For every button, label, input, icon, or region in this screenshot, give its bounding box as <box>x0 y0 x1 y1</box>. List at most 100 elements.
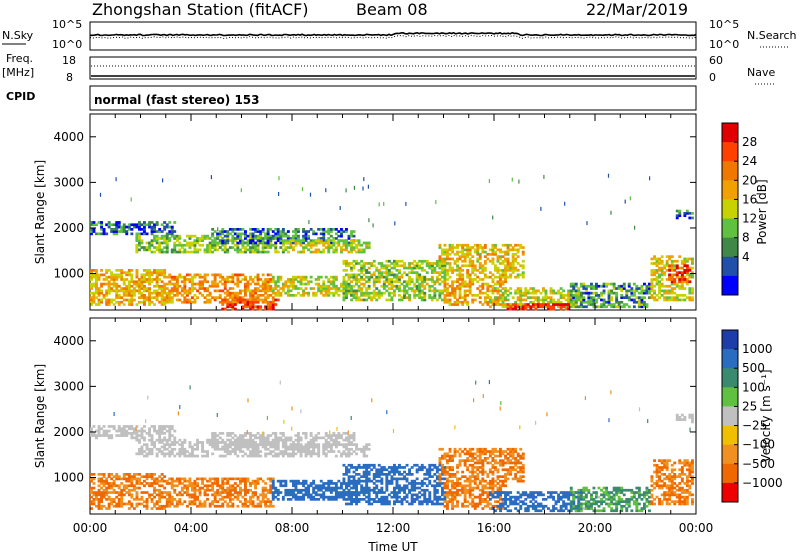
velocity-cell-6 <box>352 498 356 501</box>
power-cell-13 <box>605 305 608 309</box>
power-cell-8 <box>428 287 432 290</box>
power-cell-1 <box>186 250 189 254</box>
power-cell-4 <box>95 287 98 290</box>
power-cell-8 <box>413 291 417 295</box>
power-cell-14 <box>668 284 672 288</box>
velocity-cell-7 <box>347 468 351 472</box>
power-cell-2 <box>233 237 237 240</box>
velocity-cell-5 <box>165 502 169 506</box>
velocity-cell-7 <box>342 498 346 501</box>
power-cell-4 <box>163 291 167 295</box>
power-cell-15 <box>688 269 692 272</box>
power-cell-7 <box>317 275 321 279</box>
power-cell-7 <box>281 284 285 288</box>
velocity-cell-1 <box>266 452 270 456</box>
velocity-cell-5 <box>216 477 220 481</box>
power-cell-7 <box>307 291 310 295</box>
power-cell-8 <box>438 294 442 297</box>
power-cell-5 <box>266 296 270 299</box>
velocity-cell-5 <box>244 482 247 485</box>
power-cell-9 <box>461 273 465 277</box>
velocity-cell-5 <box>256 504 260 508</box>
power-cell-2 <box>213 241 217 245</box>
velocity-cell-5 <box>223 495 227 499</box>
power-cell-6 <box>271 307 275 311</box>
power-cell-13 <box>630 287 634 290</box>
velocity-cell-5 <box>221 491 225 494</box>
power-cell-8 <box>433 280 437 284</box>
power-cell-5 <box>221 275 225 279</box>
power-cell-10 <box>451 291 454 295</box>
power-cell-11 <box>496 287 500 290</box>
power-cell-1 <box>216 243 220 247</box>
velocity-cell-1 <box>274 447 278 451</box>
power-cell-1 <box>138 248 141 252</box>
velocity-cell-3 <box>362 447 366 451</box>
power-cell-0 <box>107 221 111 224</box>
power-cell-0 <box>117 223 121 227</box>
velocity-cell-5 <box>236 504 240 508</box>
power-cell-8 <box>372 282 376 286</box>
velocity-cell-7 <box>377 479 381 483</box>
power-cell-8 <box>355 296 358 299</box>
power-cell-5 <box>213 280 217 284</box>
power-cell-14 <box>650 287 654 290</box>
velocity-cell-5 <box>183 500 187 503</box>
velocity-cell-5 <box>241 477 245 481</box>
power-cell-5 <box>266 273 270 277</box>
power-cell-9 <box>506 262 510 265</box>
power-cell-10 <box>483 282 487 286</box>
velocity-cell-3 <box>367 447 371 451</box>
power-cell-13 <box>584 289 588 293</box>
power-cell-4 <box>110 287 114 290</box>
velocity-cell-1 <box>236 441 240 444</box>
velocity-cell-2 <box>239 436 242 440</box>
velocity-cell-6 <box>332 486 336 490</box>
power-cell-11 <box>559 294 563 297</box>
velocity-cell-6 <box>327 484 331 488</box>
velocity-cell-2 <box>347 436 351 440</box>
velocity-cell-5 <box>221 479 225 483</box>
power-cell-10 <box>491 289 495 293</box>
power-cell-6 <box>228 303 232 306</box>
velocity-cell-0 <box>122 425 126 428</box>
power-cell-9 <box>468 275 472 279</box>
velocity-cell-6 <box>292 491 295 494</box>
power-cell-2 <box>329 228 333 231</box>
power-cell-8 <box>377 278 381 281</box>
power-cell-2 <box>241 228 245 231</box>
power-echo <box>405 201 407 206</box>
power-cell-10 <box>468 291 472 295</box>
power-cell-7 <box>314 282 318 286</box>
velocity-cell-7 <box>380 502 384 506</box>
power-cell-8 <box>387 298 391 302</box>
power-cell-9 <box>451 246 454 249</box>
power-cell-13 <box>627 289 631 293</box>
velocity-cell-4 <box>112 482 116 485</box>
power-cell-1 <box>148 241 151 245</box>
velocity-cell-4 <box>115 491 119 494</box>
power-cell-2 <box>239 228 242 231</box>
power-cell-4 <box>90 284 93 288</box>
power-cell-8 <box>428 284 432 288</box>
power-cell-9 <box>476 243 480 247</box>
power-cell-10 <box>504 280 507 284</box>
power-cell-11 <box>579 305 583 309</box>
power-cell-5 <box>201 282 204 286</box>
power-cell-4 <box>130 291 134 295</box>
velocity-cell-5 <box>175 504 179 508</box>
power-cell-8 <box>423 296 427 299</box>
power-cell-13 <box>572 282 576 286</box>
power-cell-5 <box>236 275 240 279</box>
power-cell-14 <box>670 298 674 302</box>
power-cell-8 <box>342 291 346 295</box>
power-cell-7 <box>332 291 336 295</box>
power-cell-13 <box>584 291 588 295</box>
power-cell-9 <box>481 250 485 254</box>
velocity-cell-6 <box>317 484 321 488</box>
power-cell-9 <box>481 266 485 270</box>
power-cell-7 <box>304 282 308 286</box>
velocity-cell-4 <box>105 498 109 501</box>
velocity-cell-5 <box>269 504 273 508</box>
velocity-cell-7 <box>367 488 371 492</box>
